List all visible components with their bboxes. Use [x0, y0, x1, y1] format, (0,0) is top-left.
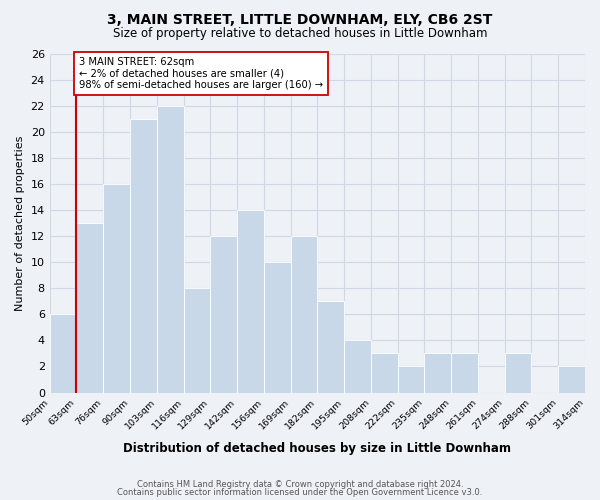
Bar	[398, 366, 424, 392]
Bar	[76, 224, 103, 392]
Text: 3 MAIN STREET: 62sqm
← 2% of detached houses are smaller (4)
98% of semi-detache: 3 MAIN STREET: 62sqm ← 2% of detached ho…	[79, 56, 323, 90]
Bar	[424, 354, 451, 393]
Bar	[50, 314, 76, 392]
Bar	[237, 210, 264, 392]
Bar	[264, 262, 290, 392]
Bar	[505, 354, 532, 393]
Bar	[344, 340, 371, 392]
Text: Size of property relative to detached houses in Little Downham: Size of property relative to detached ho…	[113, 28, 487, 40]
Text: 3, MAIN STREET, LITTLE DOWNHAM, ELY, CB6 2ST: 3, MAIN STREET, LITTLE DOWNHAM, ELY, CB6…	[107, 12, 493, 26]
Bar	[130, 119, 157, 392]
X-axis label: Distribution of detached houses by size in Little Downham: Distribution of detached houses by size …	[124, 442, 511, 455]
Bar	[451, 354, 478, 393]
Bar	[290, 236, 317, 392]
Bar	[558, 366, 585, 392]
Text: Contains public sector information licensed under the Open Government Licence v3: Contains public sector information licen…	[118, 488, 482, 497]
Bar	[317, 302, 344, 392]
Bar	[210, 236, 237, 392]
Bar	[371, 354, 398, 393]
Bar	[103, 184, 130, 392]
Bar	[184, 288, 210, 393]
Y-axis label: Number of detached properties: Number of detached properties	[15, 136, 25, 311]
Text: Contains HM Land Registry data © Crown copyright and database right 2024.: Contains HM Land Registry data © Crown c…	[137, 480, 463, 489]
Bar	[157, 106, 184, 393]
